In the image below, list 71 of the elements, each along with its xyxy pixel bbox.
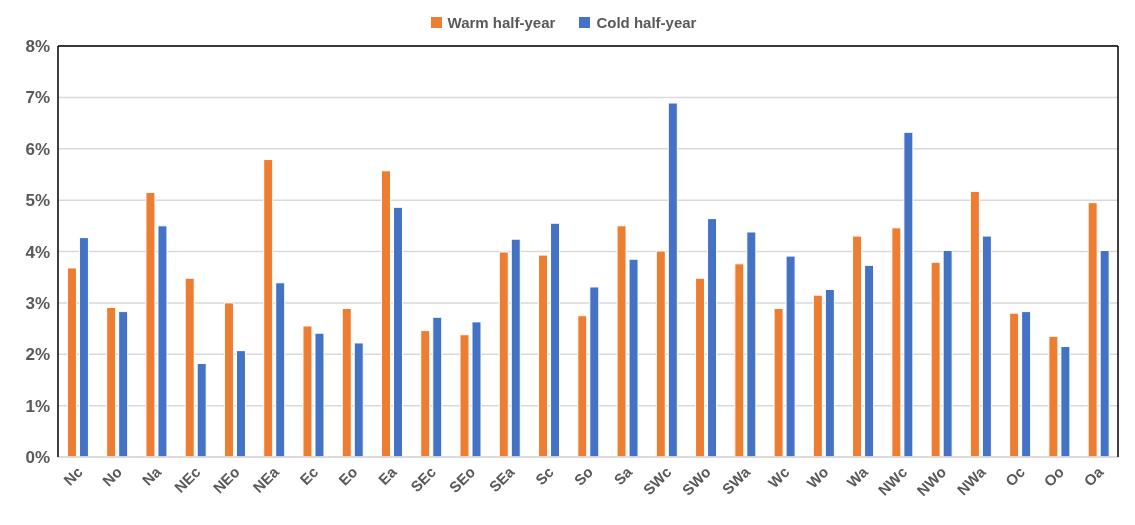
bar bbox=[695, 277, 706, 457]
x-tick-label: Wa bbox=[843, 462, 872, 491]
bar bbox=[1087, 202, 1098, 457]
x-tick-label: Oa bbox=[1080, 462, 1107, 490]
x-tick-label: Wc bbox=[764, 463, 793, 492]
bar bbox=[824, 289, 835, 457]
bar bbox=[420, 330, 431, 457]
x-tick-label: NEo bbox=[209, 463, 243, 497]
bar bbox=[812, 294, 823, 457]
bar bbox=[263, 159, 274, 457]
x-tick-label: Oc bbox=[1001, 463, 1028, 490]
y-tick-label: 0% bbox=[25, 448, 50, 468]
y-tick-label: 8% bbox=[25, 37, 50, 57]
x-tick-label: Oo bbox=[1040, 463, 1068, 490]
bar bbox=[118, 311, 129, 457]
bar bbox=[66, 267, 77, 457]
bar bbox=[1099, 249, 1110, 457]
y-tick-label: 1% bbox=[25, 396, 50, 416]
x-tick-label: So bbox=[570, 463, 597, 489]
bar bbox=[432, 316, 443, 457]
bar bbox=[852, 235, 863, 457]
x-tick-label: SEo bbox=[445, 463, 479, 496]
x-tick-label: NEa bbox=[249, 462, 283, 496]
bar bbox=[1009, 312, 1020, 457]
y-tick-label: 4% bbox=[25, 242, 50, 262]
bar bbox=[655, 250, 666, 457]
bar bbox=[981, 235, 992, 457]
bar bbox=[341, 308, 352, 457]
bar bbox=[381, 170, 391, 457]
bar bbox=[707, 218, 718, 457]
x-tick-label: SEc bbox=[407, 463, 440, 496]
bar bbox=[1021, 311, 1032, 457]
bar bbox=[538, 254, 549, 457]
y-tick-label: 6% bbox=[25, 139, 50, 159]
x-tick-label: No bbox=[98, 463, 126, 490]
legend-label: Cold half-year bbox=[595, 14, 697, 31]
legend-label: Warm half-year bbox=[446, 14, 556, 31]
x-tick-label: Sc bbox=[531, 463, 557, 489]
y-tick-label: 7% bbox=[25, 88, 50, 108]
bar bbox=[550, 222, 561, 457]
bar bbox=[393, 206, 403, 457]
bar bbox=[106, 307, 117, 457]
x-tick-label: Wo bbox=[803, 463, 832, 492]
x-tick-label: Ec bbox=[296, 463, 322, 489]
bar bbox=[275, 282, 286, 457]
x-tick-label: Nc bbox=[60, 463, 86, 489]
bar bbox=[235, 350, 246, 457]
x-tick-label: Sa bbox=[610, 462, 636, 489]
bar bbox=[78, 237, 89, 457]
bar bbox=[969, 190, 980, 457]
bar bbox=[667, 102, 678, 457]
x-tick-label: Ea bbox=[374, 462, 401, 489]
bar bbox=[184, 277, 195, 457]
y-tick-label: 3% bbox=[25, 293, 50, 313]
x-tick-label: SWa bbox=[718, 462, 754, 498]
y-tick-label: 2% bbox=[25, 345, 50, 365]
bar bbox=[196, 363, 207, 457]
bar bbox=[353, 342, 364, 457]
bar bbox=[498, 251, 509, 457]
bar bbox=[734, 263, 745, 457]
x-tick-label: NEc bbox=[170, 463, 204, 496]
bar bbox=[864, 264, 875, 457]
bar bbox=[589, 286, 600, 457]
bar bbox=[746, 231, 757, 457]
x-tick-label: Eo bbox=[334, 463, 361, 489]
y-tick-label: 5% bbox=[25, 191, 50, 211]
bar bbox=[577, 315, 588, 457]
bar bbox=[223, 302, 234, 457]
x-tick-label: Na bbox=[138, 462, 165, 489]
bar bbox=[510, 238, 521, 457]
x-tick-label: SEa bbox=[485, 462, 519, 496]
